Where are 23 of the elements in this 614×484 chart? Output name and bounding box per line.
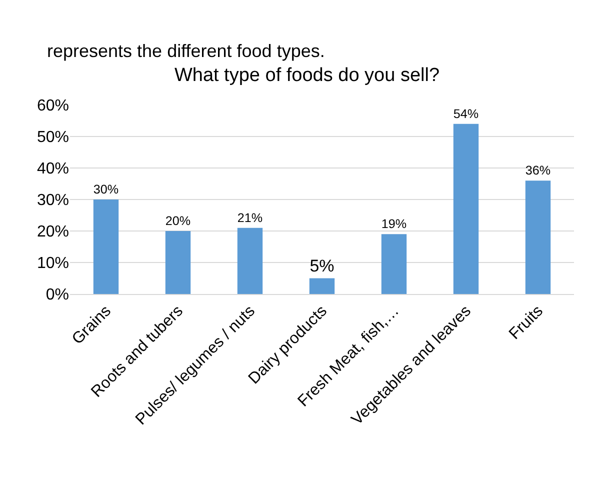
bar [453, 124, 479, 294]
data-label: 36% [525, 164, 551, 178]
chart-title: What type of foods do you sell? [174, 65, 440, 86]
data-label: 21% [237, 210, 263, 225]
bar [381, 234, 407, 294]
y-tick-label: 0% [46, 286, 69, 304]
y-tick-label: 60% [36, 98, 69, 115]
bar [93, 200, 119, 294]
bar [237, 228, 263, 294]
y-tick-label: 10% [36, 255, 69, 272]
bar [525, 180, 551, 294]
bar [165, 231, 191, 294]
data-label: 5% [310, 256, 334, 276]
data-label: 54% [453, 106, 479, 121]
data-label: 19% [381, 217, 407, 232]
y-tick-label: 40% [36, 160, 69, 178]
y-tick-label: 50% [36, 129, 69, 146]
text: represents the different food types. [47, 41, 325, 61]
y-tick-label: 20% [36, 224, 69, 241]
data-label: 30% [93, 182, 119, 197]
data-label: 20% [165, 214, 191, 228]
bar [309, 278, 335, 294]
y-tick-label: 30% [36, 192, 69, 210]
